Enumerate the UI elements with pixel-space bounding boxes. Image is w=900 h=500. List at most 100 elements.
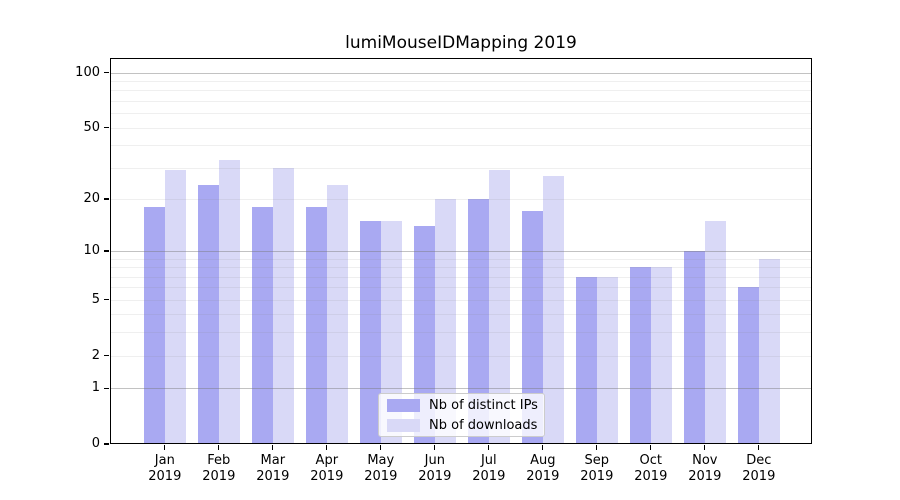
gridline-minor-70 — [110, 100, 812, 102]
x-tick-year: 2019 — [202, 469, 236, 484]
gridline-minor-40 — [110, 145, 812, 147]
y-tick-label-0: 0 — [91, 436, 100, 451]
gridline-minor-4 — [110, 314, 812, 316]
x-tick-year: 2019 — [526, 469, 560, 484]
x-tick-year: 2019 — [472, 469, 506, 484]
y-tick-label-1: 1 — [91, 380, 100, 396]
x-tick-mark-aug — [542, 445, 544, 450]
x-tick-year: 2019 — [364, 469, 398, 484]
bar-ips-oct — [629, 267, 651, 444]
x-tick-year: 2019 — [418, 469, 452, 484]
bar-downloads-apr — [326, 184, 348, 444]
bar-downloads-jul — [488, 170, 510, 444]
x-tick-month: Mar — [260, 453, 286, 468]
x-tick-month: May — [367, 453, 395, 468]
x-tick-label-sep: Sep 2019 — [565, 453, 629, 485]
x-tick-mark-sep — [596, 445, 598, 450]
gridline-minor-5 — [110, 299, 812, 301]
bar-ips-aug — [521, 211, 543, 444]
y-tick-mark-20 — [104, 198, 109, 200]
bar-ips-feb — [197, 184, 219, 444]
y-tick-mark-10 — [104, 250, 109, 252]
gridline-minor-60 — [110, 113, 812, 115]
x-tick-year: 2019 — [742, 469, 776, 484]
x-tick-mark-nov — [704, 445, 706, 450]
y-tick-label-50: 50 — [83, 119, 100, 135]
y-tick-mark-0 — [104, 443, 109, 445]
bar-ips-jan — [143, 207, 165, 444]
bar-downloads-sep — [596, 276, 618, 444]
bar-ips-apr — [305, 207, 327, 444]
bar-downloads-may — [380, 220, 402, 444]
x-tick-label-jan: Jan 2019 — [133, 453, 197, 485]
x-tick-month: Dec — [746, 453, 772, 468]
gridline-minor-7 — [110, 276, 812, 278]
x-tick-label-jun: Jun 2019 — [403, 453, 467, 485]
y-tick-mark-2 — [104, 354, 109, 357]
x-tick-month: Nov — [692, 453, 718, 468]
bar-ips-sep — [575, 276, 597, 444]
x-tick-mark-dec — [758, 445, 760, 450]
gridline-minor-80 — [110, 90, 812, 92]
x-tick-label-dec: Dec 2019 — [727, 453, 791, 485]
x-tick-label-may: May 2019 — [349, 453, 413, 485]
x-tick-month: Jun — [424, 453, 445, 468]
bar-downloads-oct — [650, 267, 672, 444]
gridline-minor-6 — [110, 287, 812, 289]
legend: Nb of distinct IPs Nb of downloads — [378, 393, 545, 437]
x-tick-year: 2019 — [688, 469, 722, 484]
bar-ips-may — [359, 220, 381, 444]
x-tick-mark-jul — [488, 445, 490, 450]
bar-downloads-dec — [758, 258, 780, 444]
bar-ips-jul — [467, 198, 489, 444]
x-tick-month: Apr — [315, 453, 339, 468]
bar-downloads-aug — [542, 175, 564, 444]
legend-row-ips: Nb of distinct IPs — [387, 398, 538, 413]
x-tick-month: Sep — [584, 453, 610, 468]
y-tick-mark-1 — [104, 387, 109, 389]
legend-label-downloads: Nb of downloads — [429, 417, 538, 433]
bar-downloads-nov — [704, 220, 726, 444]
gridline-major-1 — [110, 388, 812, 390]
x-tick-mark-jun — [434, 445, 436, 450]
bar-downloads-jun — [434, 198, 456, 444]
x-tick-year: 2019 — [310, 469, 344, 484]
bar-downloads-feb — [218, 160, 240, 444]
gridline-minor-2 — [110, 355, 812, 357]
y-tick-label-20: 20 — [83, 190, 100, 206]
bar-ips-mar — [251, 207, 273, 444]
gridline-major-10 — [110, 251, 812, 252]
x-tick-month: Oct — [639, 453, 663, 468]
y-tick-mark-50 — [104, 126, 109, 129]
legend-row-downloads: Nb of downloads — [387, 417, 538, 433]
chart-title: lumiMouseIDMapping 2019 — [345, 33, 577, 53]
x-tick-mark-feb — [218, 445, 220, 450]
legend-swatch-downloads — [387, 418, 420, 432]
x-tick-month: Feb — [207, 453, 231, 468]
x-tick-mark-apr — [326, 445, 328, 450]
legend-swatch-ips — [387, 398, 420, 412]
x-tick-year: 2019 — [256, 469, 290, 484]
y-tick-mark-100 — [104, 71, 109, 74]
x-tick-label-jul: Jul 2019 — [457, 453, 521, 485]
x-tick-month: Jul — [480, 453, 497, 468]
gridline-major-100 — [110, 72, 812, 74]
x-tick-month: Jan — [154, 453, 175, 468]
y-tick-mark-5 — [104, 299, 109, 301]
axes-spines — [110, 58, 812, 444]
x-tick-label-feb: Feb 2019 — [187, 453, 251, 485]
bar-ips-jun — [413, 226, 435, 444]
x-tick-year: 2019 — [580, 469, 614, 484]
x-tick-label-oct: Oct 2019 — [619, 453, 683, 485]
x-tick-mark-jan — [164, 445, 166, 450]
gridline-minor-3 — [110, 332, 812, 334]
x-tick-mark-mar — [272, 445, 274, 450]
bar-ips-dec — [737, 287, 759, 444]
y-tick-label-100: 100 — [75, 64, 100, 80]
gridline-minor-20 — [110, 198, 812, 200]
x-tick-label-nov: Nov 2019 — [673, 453, 737, 485]
x-tick-label-apr: Apr 2019 — [295, 453, 359, 485]
x-tick-label-aug: Aug 2019 — [511, 453, 575, 485]
bar-downloads-jan — [164, 170, 186, 444]
